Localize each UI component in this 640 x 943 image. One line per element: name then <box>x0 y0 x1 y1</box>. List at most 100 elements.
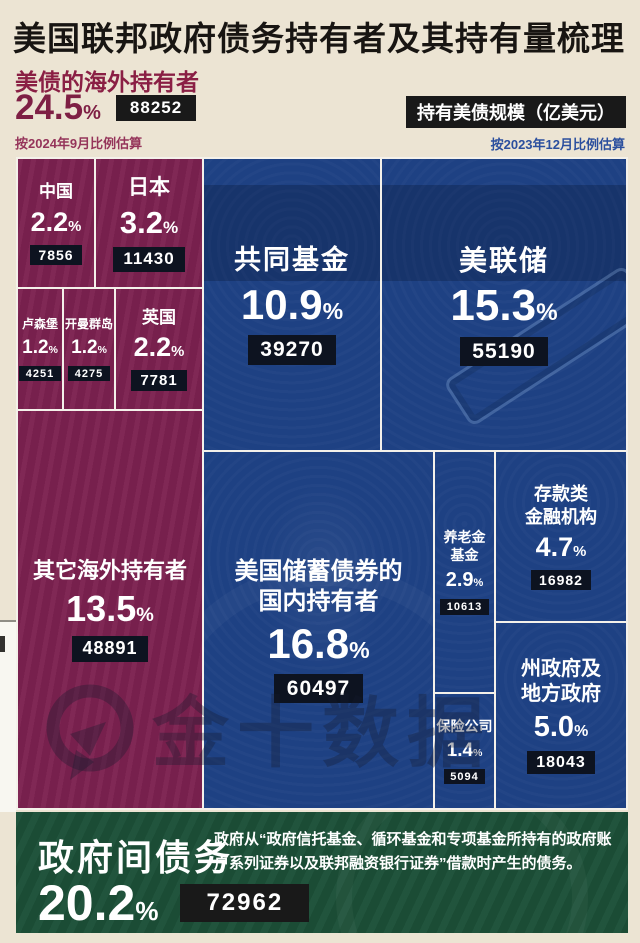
cell-label: 保险公司 <box>436 717 493 734</box>
cell-label: 其它海外持有者 <box>32 558 187 584</box>
cell-value-badge: 18043 <box>526 751 596 774</box>
cell-percent: 1.2% <box>22 338 58 357</box>
cell-label: 州政府及 地方政府 <box>521 658 601 706</box>
intragovernmental-debt-panel: 政府间债务 政府从“政府信托基金、循环基金和专项基金所持有的政府账 户系列证券以… <box>16 812 628 933</box>
percent-sign: % <box>322 297 344 324</box>
cell-state-local-governments: 州政府及 地方政府 5.0% 18043 <box>496 623 626 808</box>
percent-sign: % <box>97 344 107 356</box>
cell-japan: 日本 3.2% 11430 <box>96 159 202 287</box>
percent-sign: % <box>574 723 589 741</box>
cell-percent: 1.2% <box>71 338 107 357</box>
intragov-debt-title: 政府间债务 <box>38 837 234 878</box>
overseas-percent: 24.5% <box>15 90 101 125</box>
cell-percent: 4.7% <box>536 534 587 561</box>
cell-label: 中国 <box>39 182 73 202</box>
percent-sign: % <box>48 344 58 356</box>
scale-unit-badge: 持有美债规模（亿美元） <box>406 96 626 128</box>
percent-number: 16.8 <box>267 619 350 667</box>
percent-number: 2.9 <box>445 569 474 592</box>
cell-china: 中国 2.2% 7856 <box>18 159 94 287</box>
cell-insurance-companies: 保险公司 1.4% 5094 <box>435 694 494 808</box>
cell-value-badge: 4251 <box>19 365 61 382</box>
cell-value-badge: 60497 <box>274 673 363 704</box>
cell-label: 美联储 <box>458 244 549 276</box>
percent-sign: % <box>68 218 82 235</box>
cell-cayman-islands: 开曼群岛 1.2% 4275 <box>64 289 114 409</box>
cell-uk: 英国 2.2% 7781 <box>116 289 202 409</box>
overseas-estimate-note: 按2024年9月比例估算 <box>15 136 143 151</box>
cell-value-badge: 55190 <box>459 336 549 367</box>
cell-pension-funds: 养老金 基金 2.9% 10613 <box>435 452 494 692</box>
intragov-debt-description: 政府从“政府信托基金、循环基金和专项基金所持有的政府账 户系列证券以及联邦融资银… <box>214 831 612 872</box>
cell-value-badge: 48891 <box>71 635 149 662</box>
cell-percent: 15.3% <box>450 280 558 330</box>
percent-number: 1.2 <box>71 336 98 358</box>
percent-number: 20.2 <box>38 875 136 931</box>
overseas-value-badge: 88252 <box>115 94 197 121</box>
percent-number: 2.2 <box>30 206 69 237</box>
percent-sign: % <box>536 298 558 326</box>
percent-number: 1.2 <box>22 336 49 358</box>
cell-value-badge: 10613 <box>440 599 489 615</box>
cell-percent: 2.2% <box>30 206 82 237</box>
percent-number: 24.5 <box>15 88 84 127</box>
cell-mutual-funds: 共同基金 10.9% 39270 <box>204 159 380 450</box>
cell-label: 存款类 金融机构 <box>525 484 597 527</box>
cell-federal-reserve: 美联储 15.3% 55190 <box>382 159 626 450</box>
treemap: 中国 2.2% 7856 日本 3.2% 11430 卢森堡 1.2% 4251… <box>16 157 628 810</box>
overseas-holders-heading: 美债的海外持有者 <box>15 69 199 95</box>
percent-sign: % <box>171 344 185 361</box>
percent-sign: % <box>573 544 587 561</box>
percent-number: 2.2 <box>133 332 172 363</box>
cell-value-badge: 39270 <box>247 334 337 365</box>
percent-number: 1.4 <box>446 740 474 762</box>
cell-value-badge: 7781 <box>131 370 187 392</box>
percent-sign: % <box>136 603 154 626</box>
cell-luxembourg: 卢森堡 1.2% 4251 <box>18 289 62 409</box>
percent-sign: % <box>473 577 484 590</box>
cell-label: 日本 <box>128 175 170 199</box>
cell-label: 开曼群岛 <box>64 316 113 331</box>
percent-number: 15.3 <box>450 280 537 330</box>
cell-value-badge: 16982 <box>530 570 592 590</box>
intragov-value-badge: 72962 <box>180 884 310 922</box>
cell-value-badge: 11430 <box>113 246 185 272</box>
cell-percent: 1.4% <box>447 741 483 760</box>
cell-percent: 13.5% <box>66 587 154 629</box>
cell-percent: 16.8% <box>267 619 370 667</box>
page-title: 美国联邦政府债务持有者及其持有量梳理 <box>13 20 625 57</box>
cell-percent: 2.9% <box>446 570 484 590</box>
percent-sign: % <box>349 636 370 663</box>
cell-label: 英国 <box>142 307 176 327</box>
percent-sign: % <box>473 748 483 760</box>
percent-number: 3.2 <box>119 204 163 240</box>
percent-sign: % <box>135 896 159 926</box>
cell-percent: 3.2% <box>120 207 178 238</box>
percent-number: 5.0 <box>533 711 575 744</box>
cell-label: 共同基金 <box>234 245 350 276</box>
intragov-percent: 20.2% <box>38 878 158 928</box>
left-edge-artifact-strip <box>0 620 16 812</box>
cell-depository-institutions: 存款类 金融机构 4.7% 16982 <box>496 452 626 621</box>
percent-sign: % <box>162 217 179 237</box>
left-edge-artifact-mark <box>0 636 5 652</box>
cell-value-badge: 7856 <box>30 244 82 265</box>
cell-percent: 2.2% <box>134 334 185 361</box>
cell-label: 卢森堡 <box>21 316 58 331</box>
cell-percent: 5.0% <box>534 713 589 742</box>
percent-number: 10.9 <box>240 280 323 328</box>
cell-other-overseas-holders: 其它海外持有者 13.5% 48891 <box>18 411 202 808</box>
percent-number: 4.7 <box>535 532 574 563</box>
intragov-summary: 20.2% 72962 <box>38 878 310 928</box>
domestic-estimate-note: 按2023年12月比例估算 <box>490 137 625 152</box>
cell-value-badge: 4275 <box>68 365 110 382</box>
cell-us-savings-bond-domestic-holders: 美国储蓄债券的 国内持有者 16.8% 60497 <box>204 452 433 808</box>
cell-label: 美国储蓄债券的 国内持有者 <box>234 557 403 615</box>
cell-label: 养老金 基金 <box>443 529 486 563</box>
cell-value-badge: 5094 <box>443 769 486 785</box>
percent-sign: % <box>83 102 101 124</box>
percent-number: 13.5 <box>66 587 137 629</box>
cell-percent: 10.9% <box>240 280 344 328</box>
overseas-summary: 24.5% 88252 <box>15 90 197 125</box>
